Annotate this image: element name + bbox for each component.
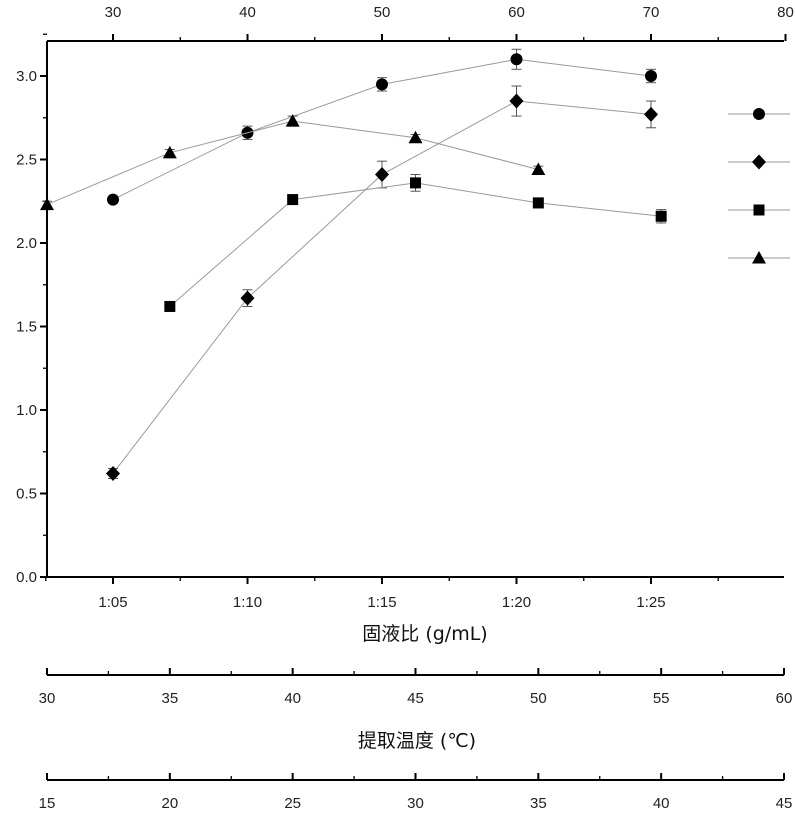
extra-axis-tick-label: 25 [284, 795, 301, 812]
data-point [509, 93, 524, 109]
data-point [287, 194, 299, 206]
top-tick-label: 30 [105, 4, 122, 21]
extra-axis-tick-label: 15 [39, 795, 56, 812]
data-point [645, 70, 657, 82]
data-point [408, 130, 423, 144]
data-point [532, 197, 544, 209]
data-point [410, 177, 421, 189]
legend-marker-circle [753, 108, 765, 120]
top-tick-label: 50 [374, 4, 391, 21]
data-point [655, 210, 667, 222]
top-tick-label: 60 [508, 4, 525, 21]
data-point [510, 53, 523, 66]
bottom-tick-label: 1:10 [233, 594, 262, 611]
y-tick-label: 2.0 [16, 235, 37, 252]
data-point [644, 106, 658, 122]
extra-axis-tick-label: 40 [653, 795, 670, 812]
data-point [285, 114, 300, 127]
extra-axis-tick-label: 45 [776, 795, 793, 812]
data-point [106, 465, 120, 481]
data-point [40, 197, 54, 211]
extra-axis-tick-label: 50 [530, 690, 547, 707]
series-diamond [106, 85, 658, 481]
extra-axis-tick-label: 35 [161, 690, 178, 707]
extra-axis-tick-label: 45 [407, 690, 424, 707]
legend-marker-square [753, 204, 765, 216]
extra-axis-tick-label: 55 [653, 690, 670, 707]
extra-axis-tick-label: 40 [284, 690, 301, 707]
y-tick-label: 1.0 [16, 402, 37, 419]
data-point [164, 300, 176, 312]
bottom-tick-label: 1:15 [367, 594, 396, 611]
y-tick-label: 1.5 [16, 319, 37, 336]
data-point [375, 167, 389, 183]
top-tick-label: 80 [777, 4, 794, 21]
top-tick-label: 40 [239, 4, 256, 21]
legend [728, 108, 790, 264]
bottom-tick-label: 1:05 [98, 594, 127, 611]
data-point [376, 78, 388, 91]
bottom-tick-label: 1:20 [502, 594, 531, 611]
y-tick-label: 3.0 [16, 68, 37, 85]
series-triangle [40, 114, 546, 211]
data-point [107, 193, 119, 206]
temperature-axis-label: 提取温度 (℃) [358, 730, 476, 752]
top-tick-label: 70 [643, 4, 660, 21]
series-square [164, 174, 667, 312]
x-axis-label: 固液比 (g/mL) [362, 623, 487, 645]
series-line [46, 120, 539, 206]
extra-axis-tick-label: 30 [39, 690, 56, 707]
data-point [240, 290, 255, 306]
data-point [531, 162, 546, 176]
extra-axis-tick-label: 30 [407, 795, 424, 812]
series-circle [107, 48, 657, 206]
y-tick-label: 0.0 [16, 569, 37, 586]
series-layer [40, 48, 667, 481]
legend-marker-diamond [752, 154, 766, 170]
legend-marker-triangle [752, 251, 766, 264]
data-point [162, 145, 177, 159]
extra-axis-tick-label: 20 [161, 795, 178, 812]
extra-axis-tick-label: 35 [530, 795, 547, 812]
y-tick-label: 2.5 [16, 152, 37, 169]
series-line [112, 100, 652, 474]
axes: 0.0 0.5 1.0 1.5 2.0 2.5 3.0 30 40 50 60 70 80 1:05 1:1… [16, 4, 794, 812]
y-tick-label: 0.5 [16, 486, 37, 503]
extra-axis-tick-label: 60 [776, 690, 793, 707]
bottom-tick-label: 1:25 [636, 594, 665, 611]
series-line [169, 182, 662, 307]
